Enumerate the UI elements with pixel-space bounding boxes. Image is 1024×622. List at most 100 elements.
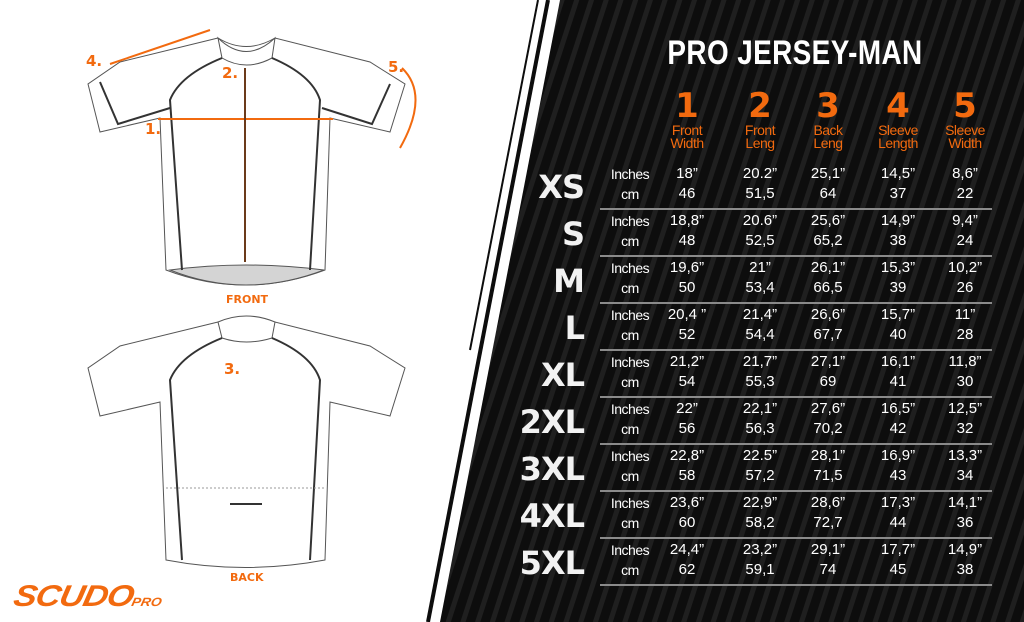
size-label: 3XL (519, 450, 585, 488)
column-header: 5 Sleeve Width (925, 88, 1005, 150)
cell-inches: 11,8” (948, 353, 982, 370)
unit-cm: cm (621, 233, 639, 249)
cell-cm: 40 (889, 326, 907, 343)
size-label: 5XL (519, 544, 585, 582)
row-divider (600, 208, 992, 210)
column-label-line1: Front (671, 122, 703, 138)
unit-inches: Inches (610, 260, 650, 276)
unit-cm: cm (621, 280, 639, 296)
cell-inches: 28,6” (810, 494, 846, 511)
cell-cm: 56 (678, 420, 696, 437)
cell-cm: 36 (956, 514, 974, 531)
column-number: 3 (816, 86, 840, 126)
cell-inches: 24,4” (669, 541, 705, 558)
size-label: XS (538, 168, 585, 206)
marker-2: 2. (222, 64, 239, 82)
cell-inches: 27,6” (810, 400, 846, 417)
front-label: FRONT (226, 293, 269, 306)
cell-inches: 21,2” (669, 353, 705, 370)
cell-inches: 16,5” (880, 400, 916, 417)
cell-cm: 45 (889, 561, 907, 578)
column-label-line1: Sleeve (945, 122, 985, 138)
cell-cm: 52,5 (745, 232, 775, 249)
dark-panel (440, 0, 1024, 622)
chart-title: PRO JERSEY-MAN (667, 34, 923, 72)
unit-cm: cm (621, 562, 639, 578)
cell-inches: 22,1” (742, 400, 778, 417)
marker-1: 1. (145, 120, 162, 138)
cell-cm: 26 (956, 279, 974, 296)
cell-inches: 18” (676, 165, 698, 182)
cell-cm: 70,2 (813, 420, 843, 437)
cell-inches: 26,6” (810, 306, 846, 323)
cell-cm: 22 (956, 185, 974, 202)
cell-inches: 17,7” (880, 541, 916, 558)
column-number: 5 (953, 86, 977, 126)
row-divider (600, 349, 992, 351)
cell-cm: 42 (889, 420, 907, 437)
cell-cm: 34 (956, 467, 974, 484)
column-label-line2: Leng (813, 135, 843, 151)
cell-inches: 14,5” (880, 165, 916, 182)
cell-inches: 22,9” (742, 494, 778, 511)
cell-cm: 32 (956, 420, 974, 437)
column-header: 2 Front Leng (720, 88, 800, 150)
cell-cm: 37 (889, 185, 907, 202)
cell-inches: 16,9” (880, 447, 916, 464)
cell-cm: 60 (678, 514, 696, 531)
column-label-line2: Width (670, 135, 704, 151)
cell-cm: 50 (678, 279, 696, 296)
column-label-line2: Length (878, 135, 918, 151)
size-label: 4XL (519, 497, 585, 535)
row-divider (600, 302, 992, 304)
size-label: 2XL (519, 403, 585, 441)
cell-cm: 30 (956, 373, 974, 390)
column-label-line1: Back (813, 122, 843, 138)
unit-inches: Inches (610, 354, 650, 370)
cell-cm: 38 (956, 561, 974, 578)
column-header: 1 Front Width (647, 88, 727, 150)
cell-cm: 54,4 (745, 326, 775, 343)
cell-cm: 57,2 (745, 467, 775, 484)
cell-inches: 29,1” (810, 541, 846, 558)
cell-inches: 14,9” (947, 541, 983, 558)
back-label: BACK (230, 571, 264, 584)
cell-cm: 52 (678, 326, 696, 343)
cell-cm: 62 (678, 561, 696, 578)
row-divider (600, 443, 992, 445)
cell-cm: 51,5 (745, 185, 775, 202)
unit-inches: Inches (610, 448, 650, 464)
cell-cm: 41 (889, 373, 907, 390)
cell-cm: 24 (956, 232, 974, 249)
cell-inches: 12,5” (947, 400, 983, 417)
column-number: 2 (748, 86, 772, 126)
cell-cm: 39 (889, 279, 907, 296)
cell-inches: 19,6” (669, 259, 705, 276)
marker-3: 3. (224, 360, 241, 378)
cell-inches: 23,6” (669, 494, 705, 511)
front-jersey-drawing (87, 36, 406, 286)
cell-cm: 28 (956, 326, 974, 343)
unit-inches: Inches (610, 401, 650, 417)
cell-inches: 11” (954, 306, 976, 323)
cell-cm: 65,2 (813, 232, 843, 249)
cell-cm: 54 (678, 373, 696, 390)
row-divider (600, 255, 992, 257)
unit-inches: Inches (610, 495, 650, 511)
cell-inches: 15,3” (880, 259, 916, 276)
cell-inches: 8,6” (952, 165, 978, 182)
cell-inches: 22.5” (742, 447, 778, 464)
cell-cm: 44 (889, 514, 907, 531)
unit-cm: cm (621, 186, 639, 202)
marker-4: 4. (86, 52, 103, 70)
cell-inches: 21,7” (742, 353, 778, 370)
cell-cm: 58,2 (745, 514, 775, 531)
unit-inches: Inches (610, 166, 650, 182)
cell-inches: 17,3” (880, 494, 916, 511)
column-number: 4 (886, 86, 910, 126)
cell-cm: 66,5 (813, 279, 843, 296)
size-label: S (561, 215, 585, 253)
cell-cm: 72,7 (813, 514, 843, 531)
scudo-pro-logo: SCUDOPRO (10, 580, 164, 613)
